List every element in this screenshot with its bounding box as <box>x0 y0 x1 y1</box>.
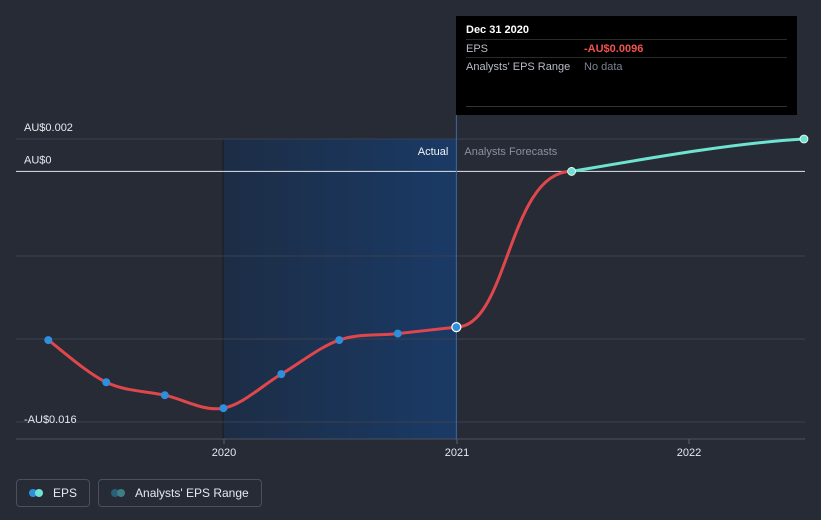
tooltip-eps-label: EPS <box>466 42 489 55</box>
eps-point <box>393 329 402 338</box>
eps-point <box>335 336 344 345</box>
legend-range-label: Analysts' EPS Range <box>135 486 249 500</box>
legend-eps-button[interactable]: EPS <box>16 479 91 507</box>
eps-point <box>44 336 53 345</box>
x-tick-label: 2020 <box>212 447 236 459</box>
eps-transition-line <box>456 169 572 329</box>
x-tick-label: 2021 <box>445 447 469 459</box>
y-tick-label: AU$0.002 <box>24 122 73 134</box>
legend-range-dot-high <box>117 489 126 497</box>
eps-point <box>160 391 169 400</box>
zone-forecast-label: Analysts Forecasts <box>464 146 557 158</box>
zone-actual-label: Actual <box>418 146 449 158</box>
eps-point-highlighted <box>451 322 462 333</box>
legend-eps-dot-forecast <box>35 489 43 497</box>
plot-area <box>16 139 224 439</box>
eps-point <box>219 404 228 413</box>
legend: EPS Analysts' EPS Range <box>16 479 262 507</box>
legend-range-swatch-icon <box>111 488 127 498</box>
legend-eps-label: EPS <box>53 486 78 500</box>
legend-range-dot-low <box>111 489 120 497</box>
x-tick-label: 2022 <box>677 447 701 459</box>
eps-point <box>277 370 286 379</box>
tooltip-row-range: Analysts' EPS Range No data <box>466 57 787 75</box>
tooltip-title: Dec 31 2020 <box>466 24 529 36</box>
eps-point <box>102 378 111 387</box>
highlight-band <box>224 139 457 439</box>
legend-range-button[interactable]: Analysts' EPS Range <box>98 479 262 507</box>
eps-forecast-point <box>567 167 576 176</box>
tooltip-range-label: Analysts' EPS Range <box>466 60 571 73</box>
tooltip-eps-value: -AU$0.0096 <box>584 42 644 55</box>
tooltip-range-value: No data <box>584 60 623 73</box>
y-tick-label: -AU$0.016 <box>24 414 77 426</box>
legend-eps-dot-actual <box>29 489 37 497</box>
legend-eps-swatch-icon <box>29 488 45 498</box>
eps-forecast-point <box>799 134 809 144</box>
tooltip-divider <box>466 106 787 107</box>
eps-forecast-line <box>571 137 805 173</box>
tooltip-row-eps: EPS -AU$0.0096 <box>466 39 787 57</box>
y-tick-label: AU$0 <box>24 154 52 166</box>
past-shade <box>222 139 224 439</box>
tooltip: Dec 31 2020 EPS -AU$0.0096 Analysts' EPS… <box>456 16 797 115</box>
